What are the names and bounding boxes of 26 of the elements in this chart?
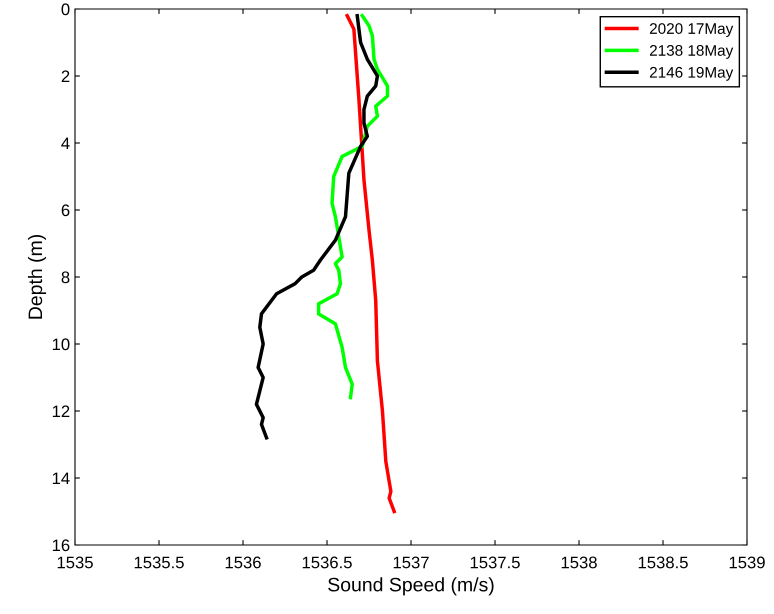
x-tick-label: 1537 [394, 556, 429, 568]
y-tick-label: 8 [62, 271, 70, 284]
y-tick-label: 6 [62, 204, 70, 216]
y-axis-title: Depth (m) [28, 234, 46, 319]
y-tick-label: 10 [52, 338, 70, 350]
x-tick-label: 1538 [562, 556, 597, 568]
x-tick-label: 1537.5 [470, 556, 520, 568]
x-axis-title: Sound Speed (m/s) [328, 577, 494, 596]
line-series [316, 14, 390, 400]
y-tick-label: 12 [52, 405, 70, 418]
line-series [254, 14, 380, 440]
y-tick-label: 4 [61, 138, 70, 150]
line-series [345, 14, 396, 514]
x-tick-label: 1535.5 [134, 556, 184, 568]
x-tick-label: 1536 [226, 556, 261, 568]
y-tick-label: 16 [52, 539, 70, 552]
y-tick-label: 2 [62, 70, 70, 82]
x-tick-label: 1538.5 [638, 556, 688, 568]
y-tick-label: 0 [62, 3, 70, 16]
x-tick-label: 1539 [730, 556, 765, 568]
legend-label: 2138 18May [650, 45, 734, 59]
y-tick-label: 14 [52, 472, 70, 484]
legend-label: 2146 19May [650, 66, 734, 81]
x-tick-label: 1535 [58, 556, 93, 568]
x-tick-label: 1536.5 [302, 556, 352, 568]
legend-label: 2020 17May [650, 23, 734, 37]
